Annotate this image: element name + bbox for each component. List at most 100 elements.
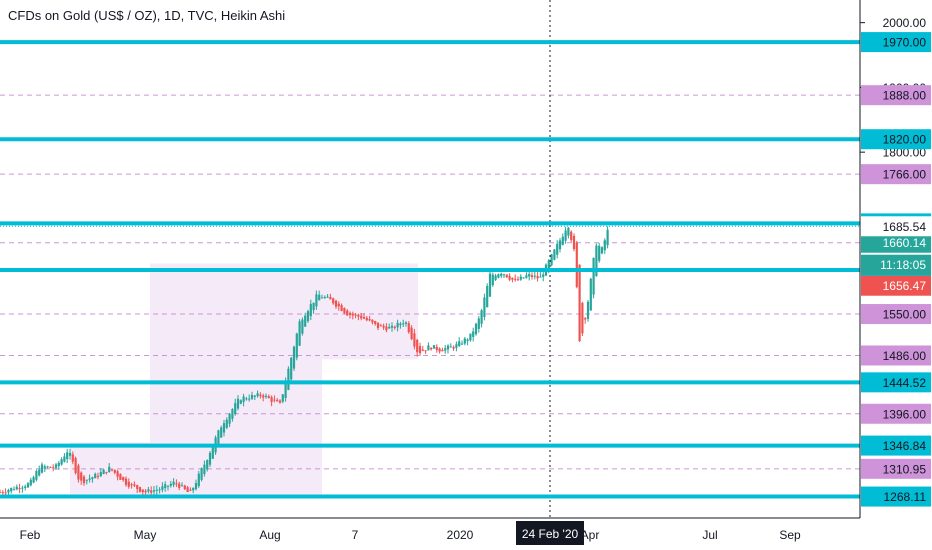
candle-body <box>245 398 248 400</box>
candle-body <box>150 490 153 493</box>
candle-body <box>427 345 430 351</box>
candle-body <box>292 346 296 369</box>
candle-body <box>175 483 178 485</box>
solid-level-label-1: 1820.00 <box>883 133 927 147</box>
dashed-level-label-0: 1888.00 <box>883 89 927 103</box>
candle-body <box>416 339 419 353</box>
candle-body <box>102 469 105 475</box>
candle-body <box>200 468 203 480</box>
candle-body <box>530 275 534 278</box>
candle-body <box>477 318 480 329</box>
candle-body <box>77 465 80 480</box>
candle-body <box>94 473 97 479</box>
candle-body <box>505 274 508 278</box>
candle-body <box>136 485 139 490</box>
candle-body <box>497 274 500 278</box>
candle-body <box>24 486 27 489</box>
candle-body <box>528 274 531 277</box>
candle-body <box>228 413 231 424</box>
candle-body <box>533 275 536 277</box>
candle-body <box>396 322 399 328</box>
x-tick-label-0: Feb <box>20 528 41 542</box>
candle-body <box>169 483 172 486</box>
candle-body <box>46 466 49 468</box>
candle-body <box>514 278 517 280</box>
candle-body <box>595 245 598 277</box>
candle-body <box>7 490 10 493</box>
candle-body <box>127 481 130 487</box>
candle-body <box>290 357 293 380</box>
candle-body <box>253 395 256 397</box>
candle-body <box>82 476 86 484</box>
candle-body <box>248 398 251 400</box>
candle-body <box>558 240 562 250</box>
x-tick-label-3: 7 <box>352 528 359 542</box>
candle-body <box>382 325 385 328</box>
candle-body <box>158 489 161 491</box>
candle-body <box>449 346 452 348</box>
dotted-level-label-0: 1685.54 <box>883 220 927 234</box>
chart-title: CFDs on Gold (US$ / OZ), 1D, TVC, Heikin… <box>8 8 286 23</box>
candle-body <box>194 482 198 490</box>
candle-body <box>304 315 307 327</box>
candle-body <box>239 400 242 404</box>
candle-body <box>270 397 273 403</box>
candle-body <box>343 308 346 313</box>
candle-body <box>250 394 254 399</box>
candle-body <box>320 297 324 299</box>
candle-body <box>256 393 259 397</box>
candle-body <box>500 273 503 276</box>
candle-body <box>309 304 312 317</box>
candle-body <box>374 321 377 324</box>
candle-body <box>326 296 329 298</box>
candle-body <box>393 326 396 329</box>
candle-body <box>21 487 24 489</box>
candle-body <box>435 346 438 351</box>
candle-body <box>32 477 35 483</box>
candle-body <box>164 484 167 489</box>
candle-body <box>225 419 228 428</box>
candle-body <box>388 326 391 329</box>
candle-body <box>80 472 83 481</box>
candle-body <box>346 310 349 316</box>
candle-body <box>206 460 209 470</box>
candle-body <box>141 489 144 493</box>
candle-body <box>334 300 338 307</box>
solid-level-label-4-bg <box>861 372 931 393</box>
candle-body <box>63 456 66 462</box>
dashed-level-label-1-bg <box>861 164 931 185</box>
candle-body <box>236 398 240 409</box>
x-tick-label-2: Aug <box>259 528 280 542</box>
candle-body <box>385 326 388 331</box>
candle-body <box>561 236 564 245</box>
candle-body <box>96 475 100 477</box>
candle-body <box>231 409 234 419</box>
candle-body <box>71 454 74 462</box>
candle-body <box>572 235 576 250</box>
current-close-label-bg <box>861 232 931 253</box>
candle-body <box>124 478 128 485</box>
candle-body <box>606 229 609 246</box>
candle-body <box>508 275 511 280</box>
dashed-level-label-4: 1486.00 <box>883 349 927 363</box>
candle-body <box>567 227 570 236</box>
current-price-bg <box>861 275 931 296</box>
candle-body <box>575 242 578 288</box>
candle-body <box>368 319 371 321</box>
candle-body <box>43 466 46 469</box>
candle-body <box>452 346 455 349</box>
x-tick-label-8: Sep <box>779 528 801 542</box>
candle-body <box>542 274 545 277</box>
candle-body <box>211 446 214 459</box>
candle-body <box>340 305 343 311</box>
candle-body <box>52 467 55 469</box>
candle-body <box>133 484 136 486</box>
candle-body <box>49 466 52 468</box>
candle-body <box>424 350 427 352</box>
candle-body <box>113 469 116 473</box>
candle-body <box>110 469 114 471</box>
candle-body <box>516 279 520 281</box>
candle-body <box>178 483 181 488</box>
